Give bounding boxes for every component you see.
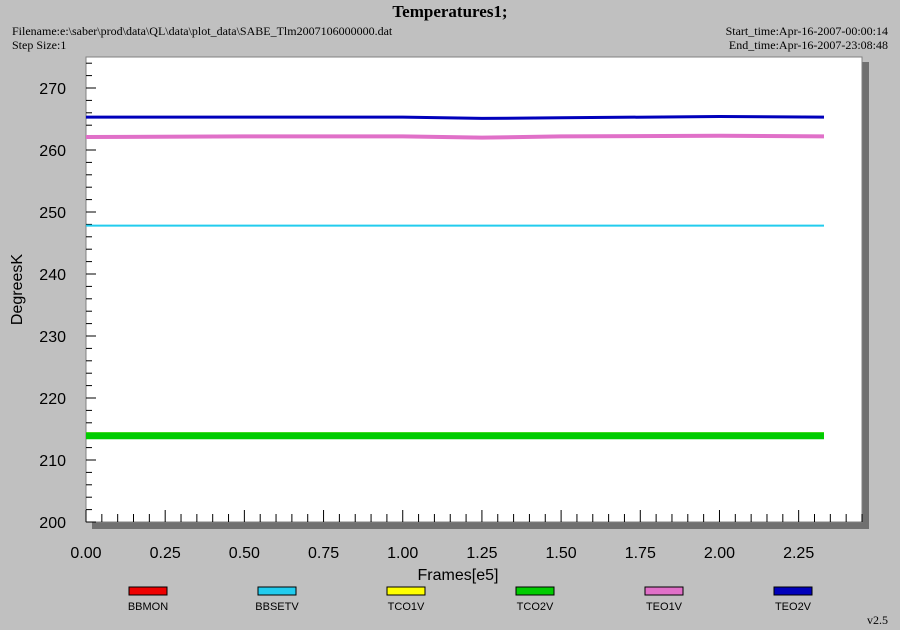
y-tick-label: 260 [39,143,66,160]
chart-title: Temperatures1; [392,2,508,21]
legend-swatch-bbsetv [257,586,297,596]
legend-swatch-tco1v [386,586,426,596]
y-tick-label: 200 [39,515,66,532]
y-tick-label: 250 [39,205,66,222]
x-tick-label: 2.25 [783,545,814,562]
y-tick-label: 270 [39,81,66,98]
x-tick-label: 1.50 [546,545,577,562]
legend-label-bbsetv: BBSETV [255,601,299,613]
step-size-label: Step Size:1 [12,38,67,52]
legend-swatch-teo2v [773,586,813,596]
x-tick-label: 1.25 [466,545,497,562]
series-line-teo1v [85,133,825,140]
legend-label-tco2v: TCO2V [517,601,554,613]
plot-area [85,56,863,523]
legend-swatch-teo1v [644,586,684,596]
y-tick-label: 230 [39,329,66,346]
legend-label-tco1v: TCO1V [388,601,425,613]
y-axis-title: DegreesK [9,254,26,325]
legend-swatch-bbmon [128,586,168,596]
version-label: v2.5 [867,613,888,627]
legend-swatch-tco2v [515,586,555,596]
series-line-teo2v [86,114,825,120]
y-tick-label: 240 [39,267,66,284]
y-tick-label: 220 [39,391,66,408]
y-tick-label: 210 [39,453,66,470]
x-axis-title: Frames[e5] [418,567,499,584]
legend-label-bbmon: BBMON [128,601,168,613]
x-tick-label: 1.00 [387,545,418,562]
x-tick-label: 0.75 [308,545,339,562]
x-tick-label: 1.75 [625,545,656,562]
filename-label: Filename:e:\saber\prod\data\QL\data\plot… [12,24,393,38]
x-tick-label: 0.25 [150,545,181,562]
end-time-label: End_time:Apr-16-2007-23:08:48 [728,38,888,52]
x-tick-label: 0.50 [229,545,260,562]
x-tick-label: 0.00 [70,545,101,562]
start-time-label: Start_time:Apr-16-2007-00:00:14 [725,24,888,38]
legend-label-teo2v: TEO2V [775,601,812,613]
x-tick-label: 2.00 [704,545,735,562]
legend-label-teo1v: TEO1V [646,601,683,613]
